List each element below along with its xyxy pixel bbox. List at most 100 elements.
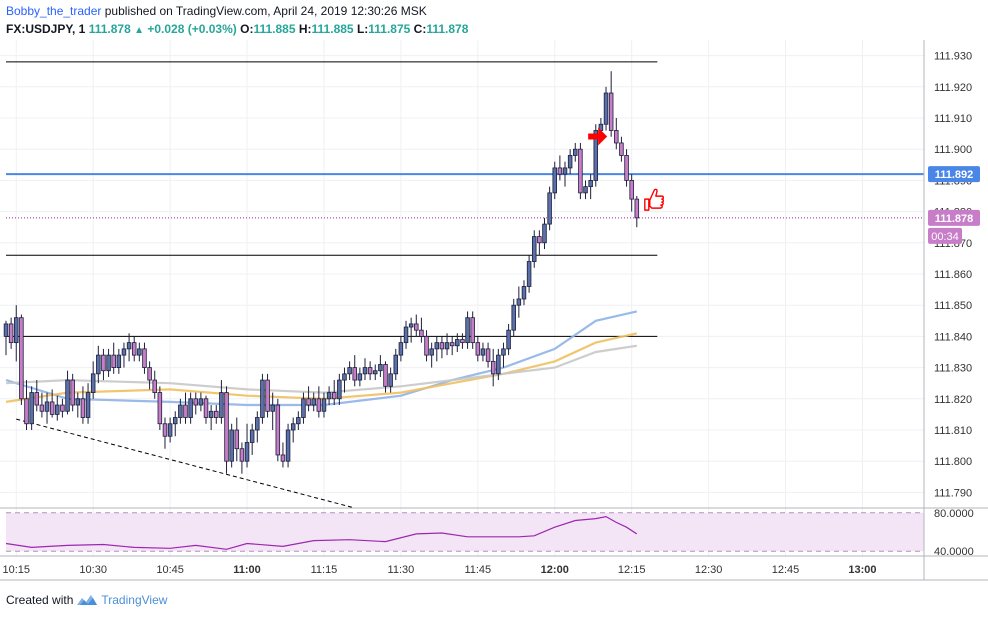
candle	[60, 398, 65, 418]
candle-body	[408, 323, 414, 328]
candle	[85, 383, 91, 424]
trend-line[interactable]	[16, 418, 355, 509]
candle-body	[126, 342, 132, 350]
candle-body	[8, 323, 14, 344]
rsi-band	[6, 512, 924, 552]
candle-body	[3, 323, 9, 337]
candle	[629, 174, 634, 212]
candle	[414, 314, 419, 337]
candle-body	[19, 317, 24, 400]
candle-body	[249, 429, 255, 443]
axes: 111.930111.920111.910111.900111.890111.8…	[0, 40, 988, 581]
candle	[106, 348, 111, 377]
candle-body	[414, 323, 419, 331]
candle-body	[331, 392, 337, 400]
candle-body	[152, 379, 157, 393]
x-tick-label: 11:30	[388, 564, 415, 576]
last-price: 111.878	[88, 22, 131, 36]
candle	[301, 392, 306, 424]
candle	[408, 317, 414, 343]
candle	[624, 149, 629, 187]
candle	[506, 323, 511, 356]
candle-body	[162, 423, 168, 437]
tradingview-brand[interactable]: TradingView	[101, 593, 168, 607]
y-tick-label: 111.820	[934, 394, 972, 406]
candle-body	[542, 223, 547, 244]
candle	[255, 411, 260, 443]
candle-body	[424, 335, 429, 356]
rsi-pane	[5, 512, 924, 552]
countdown-badge	[928, 227, 962, 244]
candle-body	[316, 398, 322, 412]
y-tick-label: 111.860	[934, 269, 972, 281]
candle	[490, 348, 496, 387]
candle-body	[583, 186, 588, 194]
candle	[398, 336, 404, 362]
candle	[70, 373, 75, 412]
y-tick-label: 111.930	[934, 51, 972, 63]
rsi-tick-label: 40.0000	[934, 546, 974, 558]
red-arrow-icon	[588, 127, 608, 146]
candle	[475, 336, 481, 362]
candle	[311, 392, 316, 412]
candle-body	[193, 398, 199, 406]
candle	[188, 392, 193, 424]
candle-body	[593, 130, 599, 181]
candle-body	[90, 373, 96, 393]
thumbs-up-icon	[644, 188, 664, 211]
candle	[142, 342, 147, 374]
candle-body	[137, 348, 142, 356]
candle	[55, 395, 60, 421]
candle	[260, 373, 265, 424]
horizontal-lines[interactable]	[6, 61, 924, 337]
candle-body	[80, 398, 86, 418]
candle	[152, 370, 157, 399]
candle-body	[219, 392, 224, 418]
candle-body	[85, 392, 91, 418]
y-tick-label: 111.910	[934, 113, 972, 125]
price-change: +0.028 (+0.03%)	[147, 22, 237, 36]
candle	[44, 392, 50, 424]
x-tick-label: 12:15	[618, 564, 646, 576]
candle	[75, 392, 81, 418]
y-tick-label: 111.920	[934, 82, 972, 94]
candle	[198, 392, 204, 412]
price-badge	[928, 166, 980, 183]
candle-body	[475, 342, 481, 356]
candle-body	[24, 398, 29, 425]
x-tick-label: 11:15	[311, 564, 338, 576]
candle	[121, 342, 127, 368]
candle-body	[270, 404, 275, 412]
candle-body	[342, 373, 347, 381]
candle-body	[49, 401, 55, 415]
candle	[367, 361, 373, 381]
candle-body	[434, 342, 440, 350]
candle	[49, 389, 55, 418]
rsi-line	[5, 515, 638, 550]
candle	[373, 364, 378, 381]
candle	[214, 405, 219, 424]
candle	[80, 386, 86, 424]
candle	[137, 342, 142, 362]
candle-body	[29, 392, 34, 425]
candle-body	[111, 354, 116, 368]
candle-body	[603, 92, 609, 125]
candle	[460, 333, 465, 349]
candle	[424, 330, 429, 362]
candle	[393, 348, 399, 381]
candle-body	[167, 423, 173, 437]
candle-body	[280, 454, 286, 462]
author-link[interactable]: Bobby_the_trader	[6, 4, 102, 18]
candle-body	[362, 367, 368, 375]
candle	[8, 317, 14, 349]
y-tick-label: 111.810	[934, 425, 972, 437]
candle	[275, 398, 281, 462]
candle	[531, 230, 537, 268]
candle	[588, 174, 593, 200]
y-tick-label: 111.850	[934, 300, 972, 312]
candle	[388, 367, 393, 393]
published-text: published on TradingView.com, April 24, …	[104, 4, 427, 18]
candle	[224, 386, 229, 474]
candle-body	[506, 329, 511, 350]
